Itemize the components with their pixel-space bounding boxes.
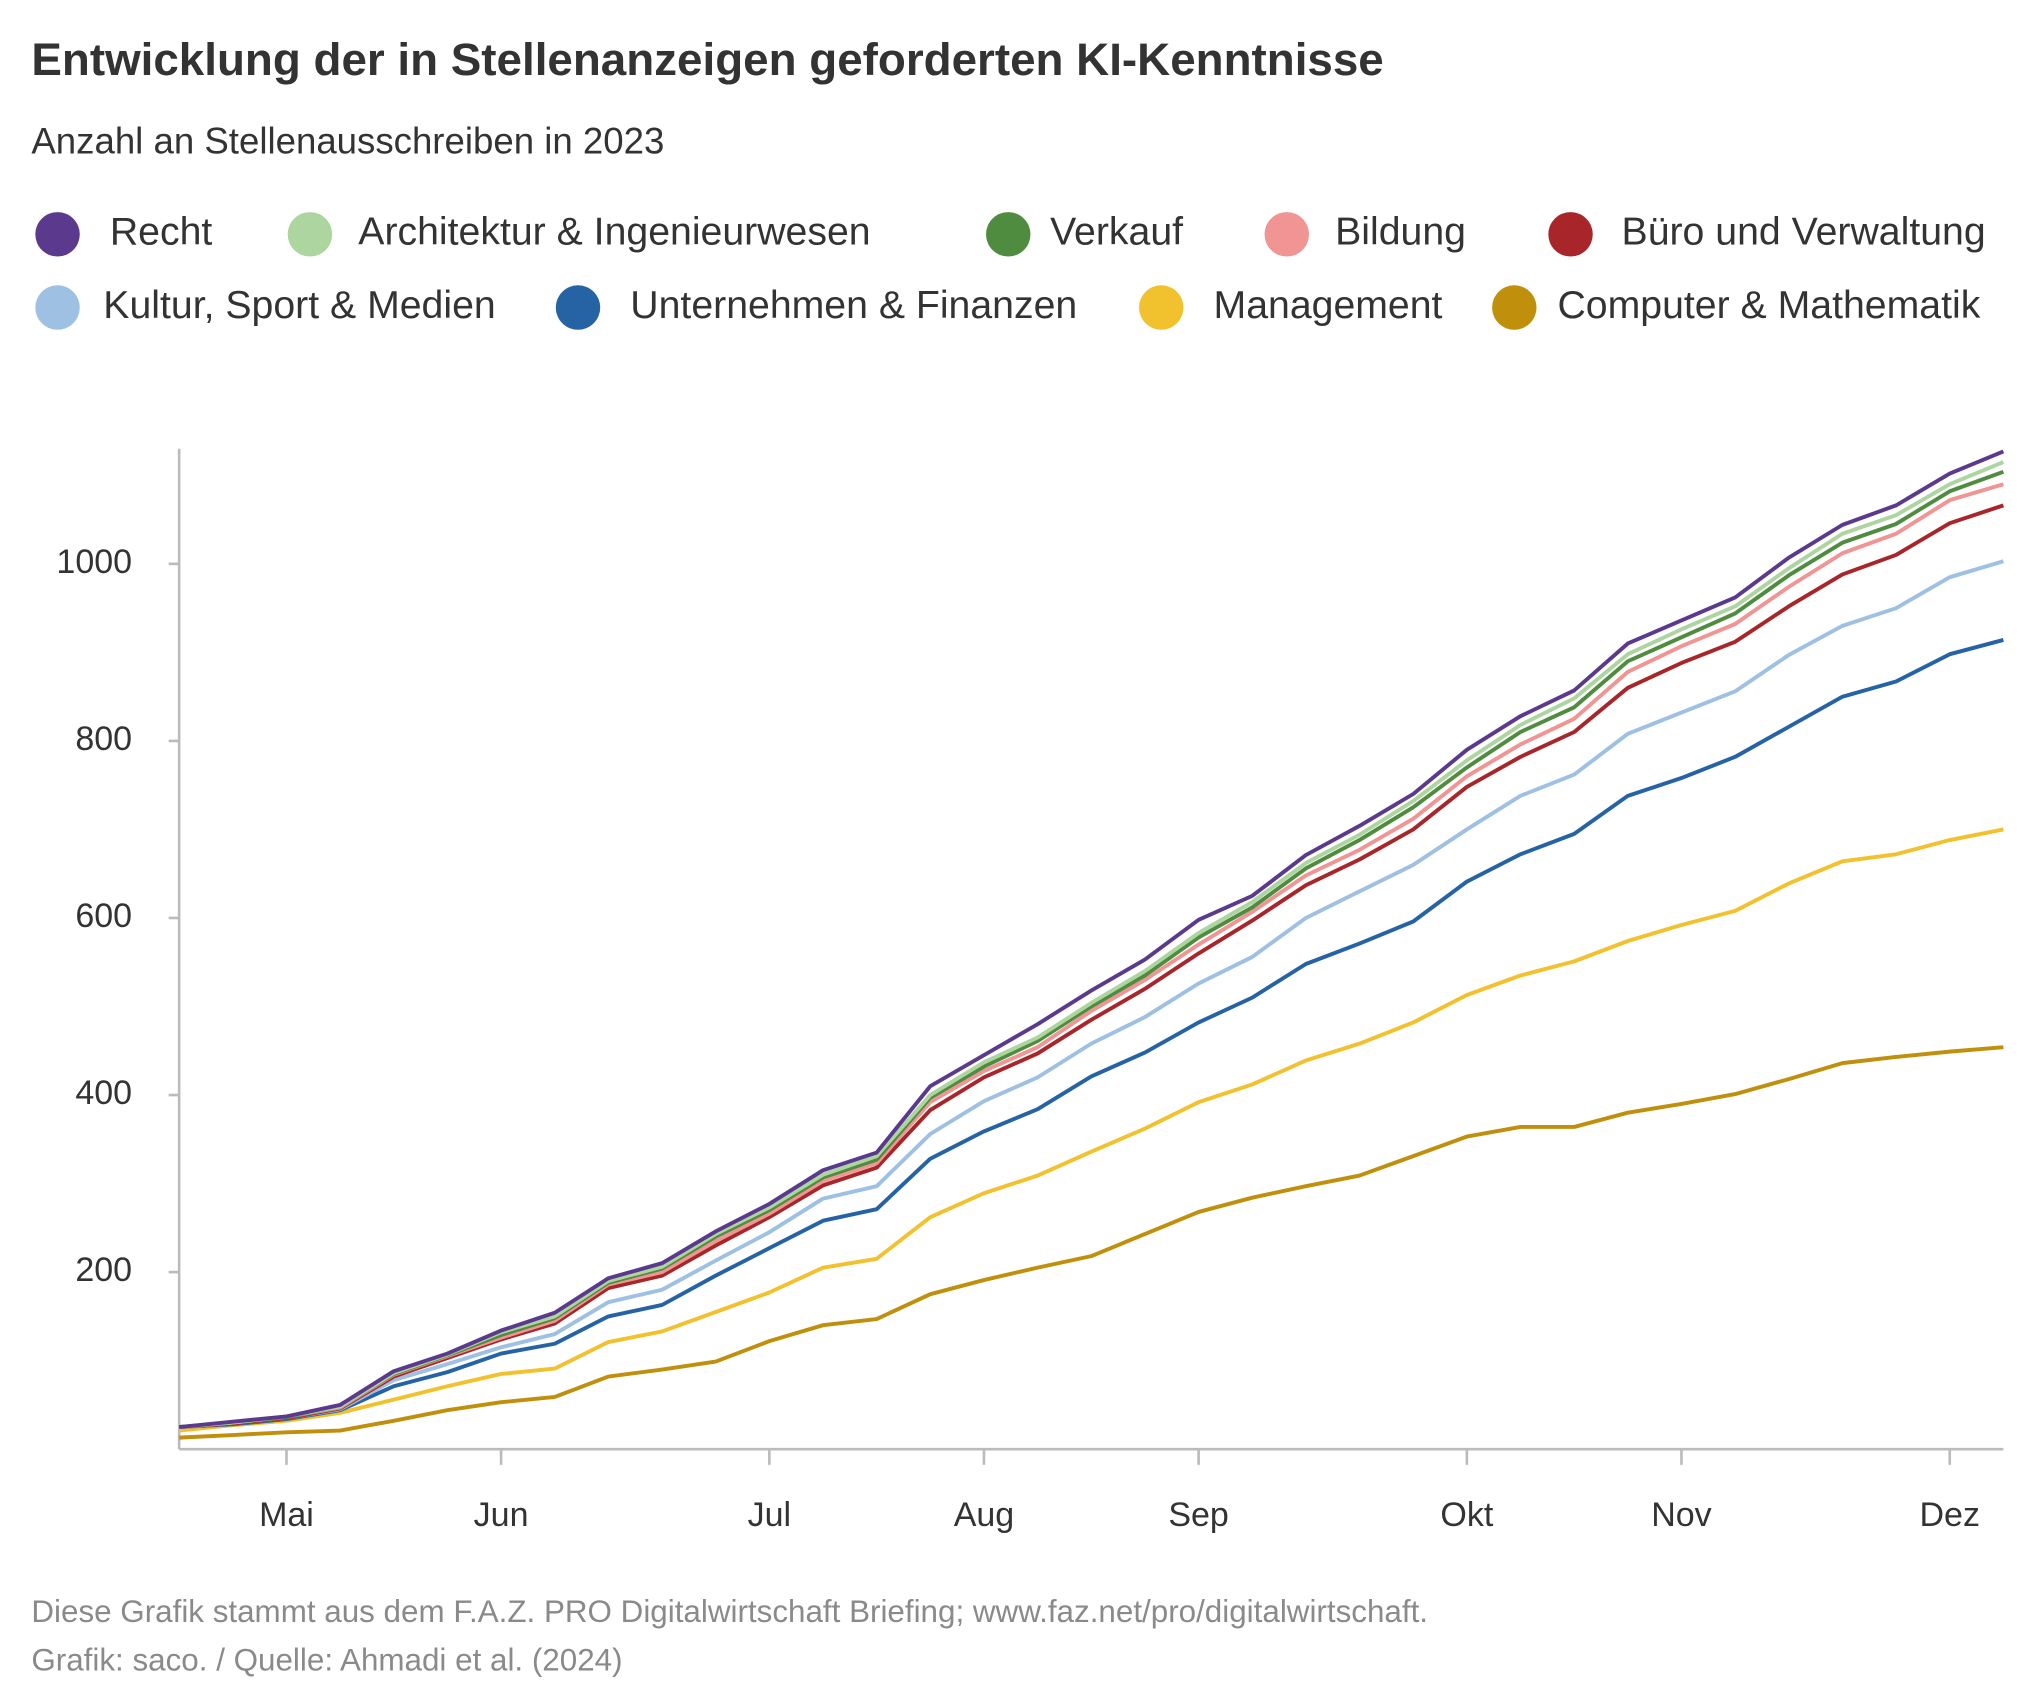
series-line bbox=[179, 638, 2004, 1430]
x-tick-label: Mai bbox=[259, 1496, 314, 1534]
legend-swatch bbox=[1264, 212, 1309, 257]
x-tick-label: Jun bbox=[474, 1496, 529, 1534]
x-tick-label: Dez bbox=[1919, 1496, 1979, 1534]
y-tick-label: 400 bbox=[75, 1074, 132, 1112]
legend-label: Unternehmen & Finanzen bbox=[630, 283, 1077, 327]
series-line bbox=[179, 559, 2004, 1430]
legend-swatch bbox=[986, 212, 1031, 257]
x-tick-label: Sep bbox=[1168, 1496, 1229, 1534]
series-line bbox=[178, 449, 2005, 1430]
legend-label: Management bbox=[1214, 283, 1443, 327]
legend-swatch bbox=[1548, 212, 1593, 257]
chart-title: Entwicklung der in Stellenanzeigen gefor… bbox=[31, 34, 1383, 85]
x-tick-label: Okt bbox=[1440, 1496, 1493, 1534]
legend-swatch bbox=[1492, 285, 1537, 330]
x-tick-label: Jul bbox=[748, 1496, 791, 1534]
series-line bbox=[178, 482, 2004, 1430]
legend-label: Büro und Verwaltung bbox=[1622, 210, 1986, 254]
source: Grafik: saco. / Quelle: Ahmadi et al. (2… bbox=[31, 1643, 622, 1678]
legend-label: Computer & Mathematik bbox=[1557, 283, 1980, 327]
y-tick-label: 600 bbox=[75, 897, 132, 935]
y-tick-label: 800 bbox=[75, 720, 132, 758]
note: Diese Grafik stammt aus dem F.A.Z. PRO D… bbox=[31, 1594, 1428, 1629]
chart-subtitle: Anzahl an Stellenausschreiben in 2023 bbox=[31, 121, 664, 162]
series-line bbox=[178, 827, 2004, 1433]
legend-label: Architektur & Ingenieurwesen bbox=[358, 210, 870, 254]
y-tick-label: 200 bbox=[75, 1251, 132, 1289]
series-line bbox=[179, 1045, 2004, 1440]
y-tick-label: 1000 bbox=[56, 543, 132, 581]
legend-swatch bbox=[35, 212, 80, 257]
legend-label: Bildung bbox=[1335, 210, 1466, 254]
x-tick-label: Aug bbox=[954, 1496, 1015, 1534]
legend-label: Kultur, Sport & Medien bbox=[103, 283, 495, 327]
legend-swatch bbox=[35, 285, 80, 330]
legend-swatch bbox=[555, 285, 601, 330]
x-tick-label: Nov bbox=[1651, 1496, 1711, 1534]
series-line bbox=[178, 460, 2005, 1430]
legend-swatch bbox=[1139, 285, 1184, 330]
series-line bbox=[179, 503, 2005, 1430]
legend-swatch bbox=[287, 212, 333, 257]
series-line bbox=[178, 469, 2005, 1430]
legend-label: Recht bbox=[110, 210, 213, 254]
legend-label: Verkauf bbox=[1050, 210, 1183, 254]
